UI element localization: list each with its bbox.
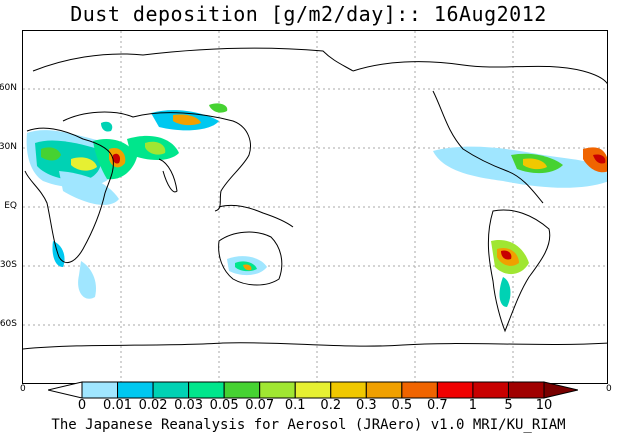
lon-label-right: 0 — [606, 384, 612, 394]
lat-label-60s: 60S — [0, 319, 17, 329]
colorbar-level-label: 0.3 — [355, 398, 377, 413]
colorbar-level-label: 0.7 — [427, 398, 448, 413]
colorbar-right-arrow — [543, 381, 578, 399]
lat-label-30s: 30S — [0, 260, 17, 270]
colorbar-left-arrow — [48, 381, 83, 399]
colorbar-swatch — [188, 381, 225, 399]
colorbar-swatch — [294, 381, 332, 399]
map-gridlines — [23, 31, 607, 383]
colorbar-swatch — [223, 381, 261, 399]
map-area — [22, 30, 608, 384]
colorbar-level-label: 1 — [468, 398, 478, 413]
colorbar-level-label: 5 — [504, 398, 513, 413]
colorbar-swatch — [436, 381, 474, 399]
world-map — [23, 31, 607, 383]
colorbar-level-label: 0.07 — [245, 398, 275, 413]
coastlines — [23, 47, 607, 350]
lon-label-left: 0 — [20, 384, 26, 394]
lat-label-eq: EQ — [4, 201, 17, 211]
colorbar-level-label: 0.03 — [174, 398, 204, 413]
lat-label-60n: 60N — [0, 83, 17, 93]
colorbar-level-label: 0 — [77, 398, 87, 413]
colorbar-swatch — [472, 381, 509, 399]
colorbar-level-label: 10 — [535, 398, 553, 413]
colorbar-swatch — [401, 381, 438, 399]
colorbar-level-label: 0.01 — [103, 398, 132, 413]
colorbar-swatch — [152, 381, 190, 399]
colorbar-swatch — [365, 381, 403, 399]
colorbar-swatch — [117, 381, 154, 399]
credit-text: The Japanese Reanalysis for Aerosol (JRA… — [51, 417, 566, 433]
colorbar-level-label: 0.1 — [284, 398, 306, 413]
lat-label-30n: 30N — [0, 142, 17, 152]
colorbar-level-label: 0.2 — [320, 398, 342, 413]
colorbar-level-label: 0.02 — [138, 398, 168, 413]
colorbar-swatch — [507, 381, 545, 399]
colorbar-swatch — [81, 381, 119, 399]
colorbar — [48, 381, 578, 399]
colorbar-swatch — [330, 381, 367, 399]
colorbar-swatch — [259, 381, 296, 399]
colorbar-swatches — [48, 381, 578, 399]
colorbar-level-label: 0.05 — [209, 398, 239, 413]
map-title: Dust deposition [g/m2/day]:: 16Aug2012 — [70, 2, 547, 26]
colorbar-level-label: 0.5 — [391, 398, 413, 413]
